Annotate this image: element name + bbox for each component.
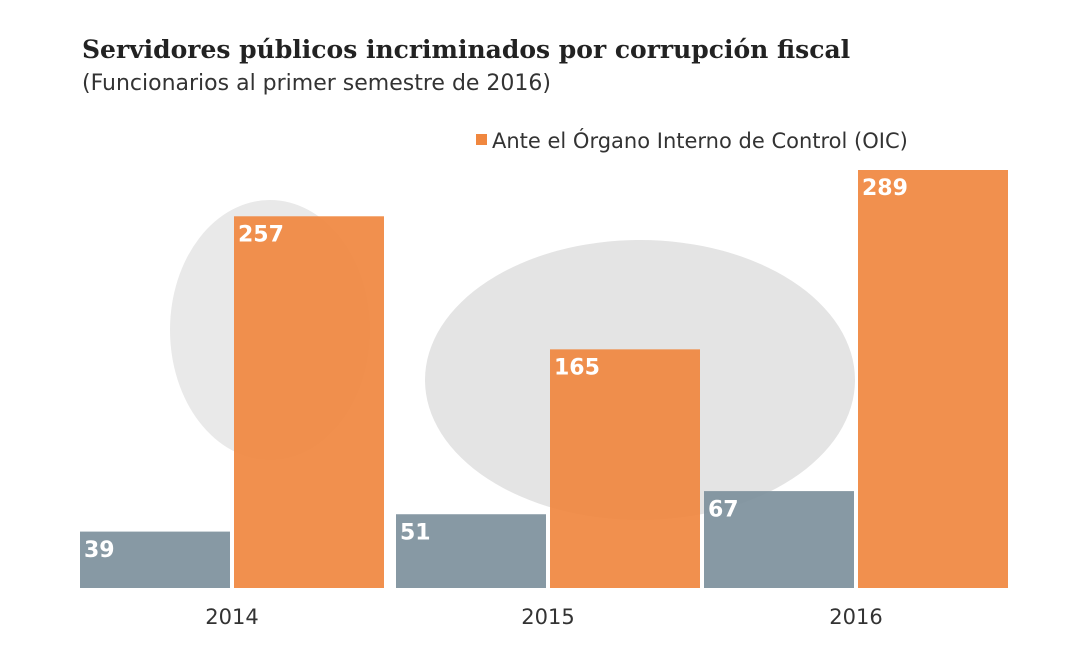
bar xyxy=(396,514,546,588)
value-label: 67 xyxy=(708,497,739,522)
bar xyxy=(80,531,230,588)
legend-label: Ante el Órgano Interno de Control (OIC) xyxy=(492,128,908,153)
value-label: 289 xyxy=(862,176,908,201)
value-label: 51 xyxy=(400,520,431,545)
bar xyxy=(550,349,700,588)
legend-swatch xyxy=(476,134,487,145)
value-label: 257 xyxy=(238,222,284,247)
bar xyxy=(234,216,384,588)
bar xyxy=(858,170,1008,588)
value-label: 39 xyxy=(84,538,115,563)
x-tick-label: 2016 xyxy=(829,605,882,629)
value-label: 165 xyxy=(554,356,600,381)
x-tick-label: 2014 xyxy=(205,605,258,629)
chart-title: Servidores públicos incriminados por cor… xyxy=(82,35,850,64)
x-tick-label: 2015 xyxy=(521,605,574,629)
chart-subtitle: (Funcionarios al primer semestre de 2016… xyxy=(82,71,551,96)
bar xyxy=(704,491,854,588)
